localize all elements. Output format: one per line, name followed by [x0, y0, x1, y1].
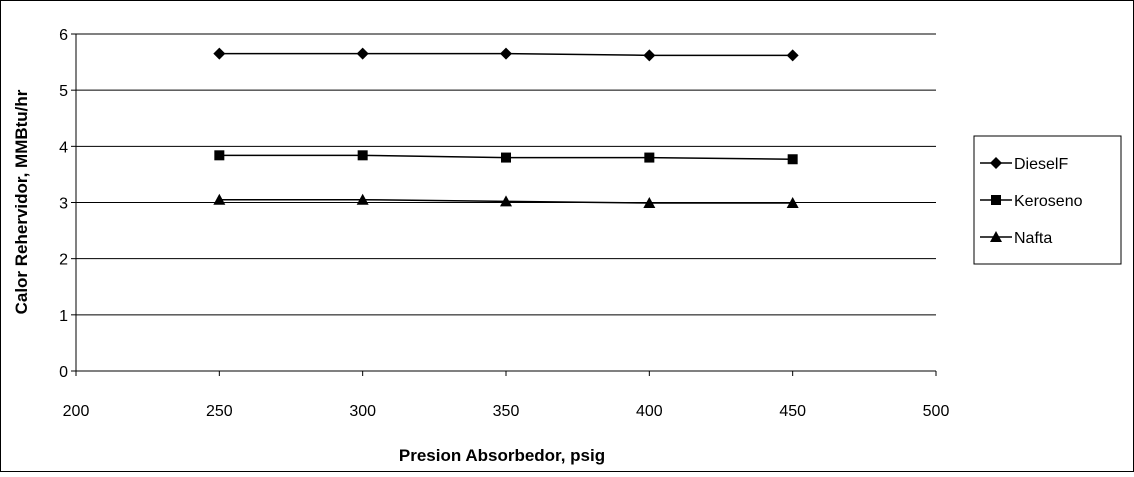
data-point-dieself [500, 47, 512, 60]
legend-label-keroseno: Keroseno [1014, 193, 1083, 210]
x-tick-label: 400 [636, 403, 663, 420]
x-tick-label: 300 [349, 403, 376, 420]
series-dieself [213, 47, 799, 62]
data-point-keroseno [644, 152, 655, 163]
data-point-keroseno [787, 154, 798, 165]
x-tick-label: 450 [779, 403, 806, 420]
data-point-nafta [786, 197, 799, 209]
x-tick-label: 200 [63, 403, 90, 420]
y-tick-label: 3 [59, 196, 68, 213]
legend-item-keroseno: Keroseno [980, 193, 1083, 210]
y-tick-label: 2 [59, 252, 68, 269]
legend-label-nafta: Nafta [1014, 230, 1052, 247]
legend-item-dieself: DieselF [980, 156, 1068, 173]
data-point-nafta [643, 197, 656, 209]
y-tick-label: 4 [59, 139, 68, 156]
series-keroseno [214, 150, 798, 165]
y-axis-title: Calor Rehervidor, MMBtu/hr [12, 89, 31, 314]
x-tick-label: 250 [206, 403, 233, 420]
data-point-keroseno [214, 150, 225, 161]
legend-item-nafta: Nafta [980, 230, 1052, 247]
data-point-nafta [356, 193, 369, 205]
x-tick-label: 350 [493, 403, 520, 420]
legend: DieselF Keroseno Nafta [973, 135, 1122, 265]
axes: 0 1 2 3 4 5 6 200 250 300 350 400 450 500 [59, 27, 949, 420]
x-tick-label: 500 [923, 403, 950, 420]
data-point-dieself [213, 47, 226, 60]
y-tick-label: 0 [59, 364, 68, 381]
data-point-nafta [500, 195, 512, 207]
data-point-keroseno [501, 152, 511, 163]
legend-marker-keroseno [991, 195, 1001, 205]
y-tick-label: 1 [59, 308, 68, 325]
data-point-nafta [213, 193, 226, 205]
legend-marker-nafta [990, 231, 1002, 242]
legend-marker-dieself [990, 157, 1002, 169]
data-point-dieself [356, 47, 369, 60]
data-point-keroseno [357, 150, 368, 161]
legend-label-dieself: DieselF [1014, 156, 1068, 173]
y-tick-label: 5 [59, 83, 68, 100]
x-axis-title: Presion Absorbedor, psig [399, 446, 605, 465]
series-layer [213, 47, 799, 209]
y-tick-label: 6 [59, 27, 68, 44]
series-nafta [213, 193, 799, 209]
data-point-dieself [643, 49, 656, 62]
data-point-dieself [786, 49, 799, 62]
